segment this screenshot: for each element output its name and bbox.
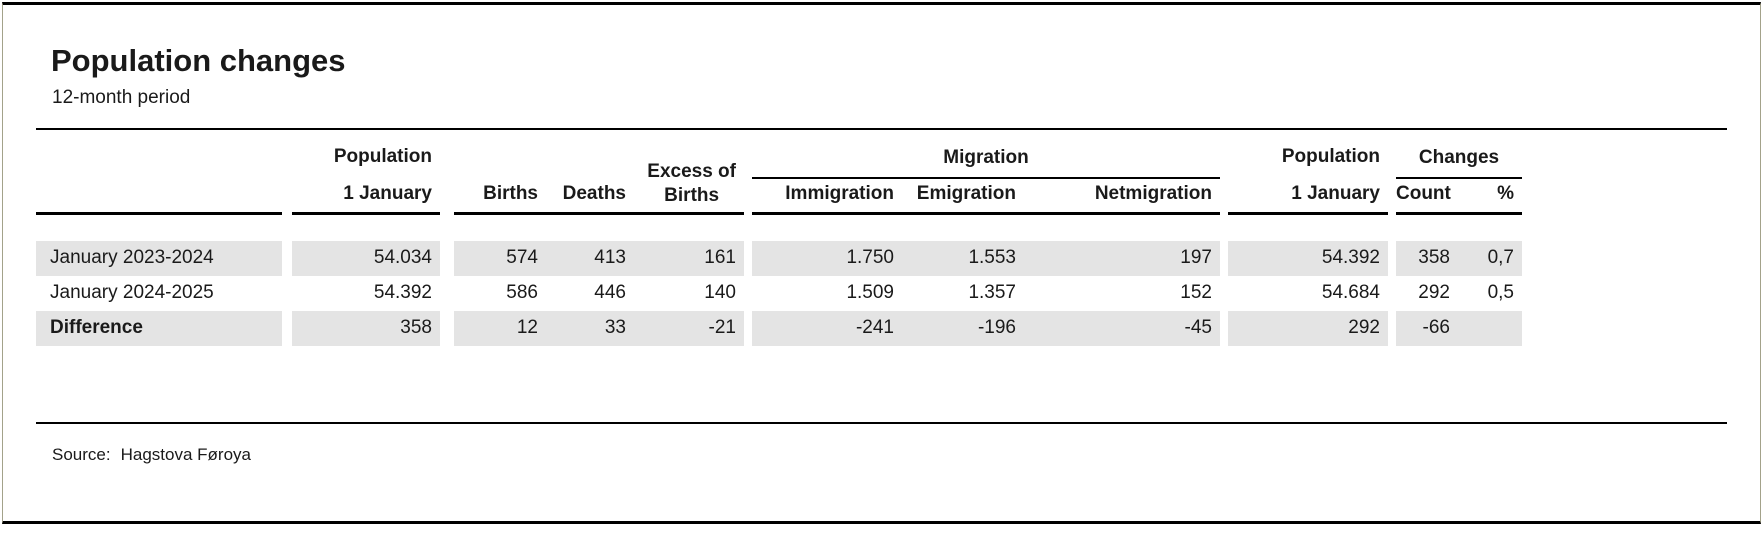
header-population-2-sub: 1 January [1228, 177, 1388, 216]
header-excess-line2: Births [664, 184, 720, 206]
cell-births: 586 [506, 282, 538, 304]
column-gap [1388, 241, 1396, 276]
cell-pct [1458, 310, 1522, 346]
group-header-changes: Changes [1396, 129, 1522, 179]
cell-netmigration: 152 [1180, 282, 1212, 304]
table-row-difference: Difference 358 12 33 -21 -241 -196 -45 2… [36, 310, 1728, 346]
header-pct: % [1458, 177, 1522, 216]
cell-births: 12 [454, 310, 546, 346]
cell-population-1: 54.034 [292, 240, 440, 276]
column-gap [282, 276, 292, 311]
cell-excess-of-births: 161 [634, 240, 744, 276]
cell-births: 574 [454, 240, 546, 276]
header-births: Births [454, 129, 546, 216]
footer-divider [36, 421, 1727, 424]
cell-pct: 0,7 [1458, 240, 1522, 276]
cell-excess-of-births: -21 [634, 310, 744, 346]
header-deaths: Deaths [546, 129, 634, 216]
cell-excess-of-births: 140 [704, 282, 736, 304]
column-gap [744, 130, 752, 214]
column-gap [744, 276, 752, 311]
cell-row-label: January 2024-2025 [50, 282, 214, 304]
cell-population-2: 292 [1228, 310, 1388, 346]
group-header-migration: Migration [752, 129, 1220, 179]
column-gap [1388, 311, 1396, 346]
column-gap [1220, 130, 1228, 214]
column-gap [1220, 276, 1228, 311]
header-population-2-top: Population [1281, 145, 1380, 167]
header-netmigration: Netmigration [1024, 177, 1220, 216]
filler-column [1522, 130, 1728, 214]
header-immigration: Immigration [752, 177, 902, 216]
column-gap [282, 311, 292, 346]
cell-population-2: 54.392 [1228, 240, 1388, 276]
header-excess-of-births: Excess of Births [634, 129, 744, 216]
cell-emigration: 1.357 [968, 282, 1016, 304]
cell-netmigration: -45 [1024, 310, 1220, 346]
page-title: Population changes [51, 43, 346, 78]
header-count: Count [1396, 177, 1458, 216]
cell-immigration: 1.509 [846, 282, 894, 304]
cell-immigration: 1.750 [752, 240, 902, 276]
cell-pct: 0,5 [1487, 282, 1514, 304]
filler-column [1522, 311, 1728, 346]
spacer-row [36, 214, 1728, 241]
column-gap [1220, 311, 1228, 346]
table-row-2023-2024: January 2023-2024 54.034 574 413 161 1.7… [36, 240, 1728, 276]
source-value: Hagstova Føroya [120, 444, 251, 464]
source-label: Source: [52, 444, 111, 464]
header-emigration: Emigration [902, 177, 1024, 216]
cell-deaths: 33 [546, 310, 634, 346]
filler-column [1522, 276, 1728, 311]
column-gap [440, 276, 454, 311]
column-gap [282, 241, 292, 276]
source-note: Source: Hagstova Føroya [52, 445, 1760, 465]
cell-netmigration: 197 [1024, 240, 1220, 276]
table-row-2024-2025: January 2024-2025 54.392 586 446 140 1.5… [36, 276, 1728, 311]
cell-population-1: 54.392 [373, 282, 432, 304]
cell-count: 292 [1418, 282, 1450, 304]
column-gap [1388, 276, 1396, 311]
header-excess-line1: Excess of [647, 160, 736, 182]
cell-emigration: 1.553 [902, 240, 1024, 276]
column-gap [440, 311, 454, 346]
population-table: Population Births Deaths Excess of Births… [36, 129, 1728, 346]
column-gap [440, 241, 454, 276]
filler-column [1522, 241, 1728, 276]
cell-row-label: Difference [36, 310, 282, 346]
cell-count: 358 [1396, 240, 1458, 276]
table-area: Population Births Deaths Excess of Births… [36, 127, 1728, 346]
cell-row-label: January 2023-2024 [36, 240, 282, 276]
cell-immigration: -241 [752, 310, 902, 346]
page-subtitle: 12-month period [52, 87, 191, 109]
header-row-label [36, 129, 282, 216]
column-gap [744, 311, 752, 346]
cell-population-1: 358 [292, 310, 440, 346]
cell-count: -66 [1396, 310, 1458, 346]
column-gap [440, 130, 454, 214]
population-changes-card: Population changes 12-month period Popul… [2, 2, 1761, 524]
cell-population-2: 54.684 [1321, 282, 1380, 304]
column-gap [1388, 130, 1396, 214]
cell-emigration: -196 [902, 310, 1024, 346]
column-gap [282, 130, 292, 214]
column-gap [744, 241, 752, 276]
header-population-1-top: Population [333, 145, 432, 167]
header-population-1-sub: 1 January [292, 177, 440, 216]
column-gap [1220, 241, 1228, 276]
cell-deaths: 446 [594, 282, 626, 304]
cell-deaths: 413 [546, 240, 634, 276]
